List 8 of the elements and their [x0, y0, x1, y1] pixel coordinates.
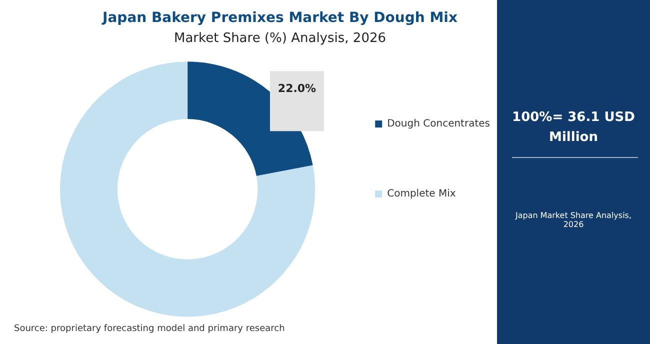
data-label: 22.0%: [278, 82, 316, 95]
text: 100%= 36.1 USD Million: [511, 109, 636, 147]
text: Japan Market Share Analysis, 2026: [514, 211, 633, 229]
chart-subtitle: Market Share (%) Analysis, 2026: [174, 30, 386, 46]
legend-label: Dough Concentrates: [387, 118, 490, 130]
chart-title: Japan Bakery Premixes Market By Dough Mix: [102, 10, 458, 26]
source-note: Source: proprietary forecasting model and primary research: [14, 324, 285, 334]
legend-label: Complete Mix: [387, 188, 456, 200]
